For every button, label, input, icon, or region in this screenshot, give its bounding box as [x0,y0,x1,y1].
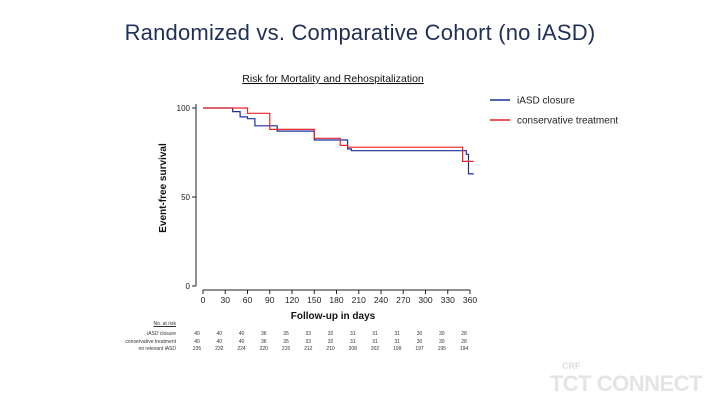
risk-row-label-0: iASD closure [147,331,176,337]
risk-cell: 235 [192,346,202,352]
risk-cell: 30 [438,338,445,345]
risk-cell: 199 [393,346,402,352]
risk-cell: 28 [461,331,467,337]
chart-title: Risk for Mortality and Rehospitalization [242,73,424,85]
risk-cell: 197 [415,346,424,352]
x-tick-label: 150 [307,295,321,305]
risk-cell: 31 [349,338,356,345]
series-line-0 [203,107,474,175]
y-tick-label: 100 [177,104,191,113]
risk-row-label-1: conservative treatment [125,338,176,345]
risk-cell: 40 [216,338,223,345]
x-tick-label: 60 [243,295,253,305]
x-tick-label: 0 [201,295,206,305]
risk-cell: 40 [194,331,200,337]
risk-cell: 30 [438,331,445,337]
series-line-1 [203,107,474,162]
y-tick-label: 50 [181,193,190,202]
risk-cell: 31 [349,331,356,337]
risk-cell: 30 [416,338,423,345]
chart-legend: iASD closure conservative treatment [490,96,618,127]
risk-cell: 40 [238,331,245,337]
x-tick-label: 120 [285,295,299,305]
chart-axes: 0 50 100 0 30 60 90 120 150 180 210 240 270 300 330 360 [177,104,477,305]
risk-cell: 195 [437,346,446,352]
risk-cell: 220 [259,346,268,352]
risk-cell: 31 [394,338,401,345]
risk-cell: 35 [283,331,289,337]
risk-cell: 33 [305,331,312,337]
risk-cell: 31 [372,338,378,345]
risk-cell: 208 [348,346,357,352]
slide-title: Randomized vs. Comparative Cohort (no iA… [124,20,596,45]
x-axis-label: Follow-up in days [291,311,376,322]
crf-logo-text: CRF [562,361,581,371]
risk-cell: 36 [260,331,267,337]
x-tick-label: 90 [265,295,275,305]
risk-cell: 40 [194,338,200,345]
risk-cell: 33 [305,338,312,345]
risk-cell: 32 [327,338,334,345]
risk-cell: 31 [394,331,401,337]
tct-connect-logo: CRF TCT CONNECT [532,359,703,397]
risk-cell: 40 [238,338,245,345]
risk-cell: 202 [370,346,380,352]
x-tick-label: 180 [329,295,343,305]
risk-cell: 35 [283,338,289,345]
legend-label-1: conservative treatment [517,116,618,127]
risk-cell: 32 [327,331,334,337]
risk-cell: 210 [326,346,335,352]
risk-cell: 31 [372,331,378,337]
risk-cell: 215 [281,346,291,352]
risk-cell: 212 [304,346,313,352]
y-tick-label: 0 [186,282,191,291]
x-tick-label: 210 [352,295,366,305]
risk-cell: 40 [216,331,223,337]
logo-main-text: TCT CONNECT [549,371,703,396]
risk-cell: 36 [260,338,267,345]
risk-cell: 194 [459,346,469,352]
x-tick-label: 30 [221,295,231,305]
risk-cell: 232 [215,346,224,352]
legend-label-0: iASD closure [517,96,575,107]
risk-cell: 28 [461,338,467,345]
chart-series [203,107,474,175]
x-tick-label: 270 [396,295,410,305]
risk-cell: 30 [416,331,423,337]
x-tick-label: 330 [441,295,455,305]
y-axis-label: Event-free survival [158,143,169,233]
x-tick-label: 240 [374,295,388,305]
x-tick-label: 360 [463,295,477,305]
risk-cell: 224 [237,346,246,352]
x-tick-label: 300 [418,295,432,305]
risk-row-label-2: no relevant iASD [138,346,176,352]
risk-table-header: No. at risk [153,321,176,327]
